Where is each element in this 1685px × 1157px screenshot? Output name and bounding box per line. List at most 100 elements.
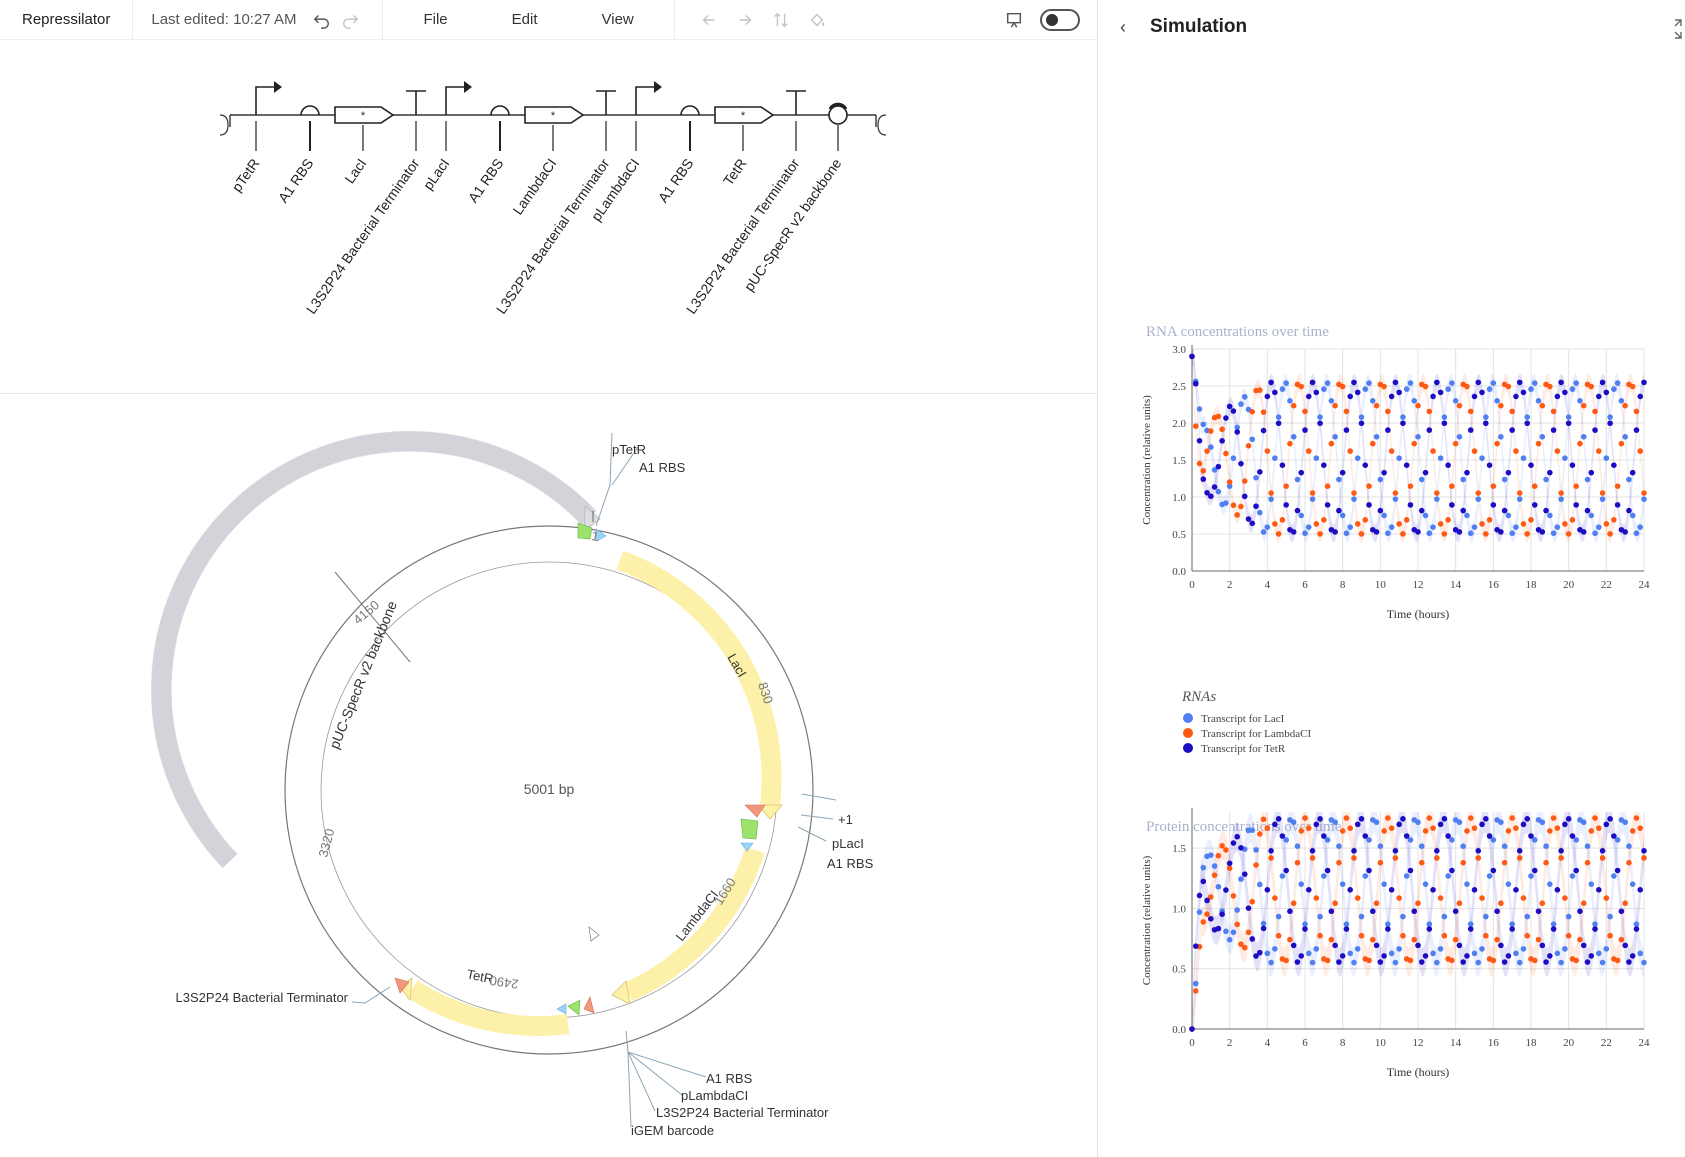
data-point	[1498, 529, 1504, 535]
legend-item-tetr[interactable]: Transcript for TetR	[1201, 743, 1286, 755]
tetr-feature[interactable]	[406, 980, 570, 1036]
a1-rbs-glyph[interactable]	[595, 528, 607, 542]
legend-swatch-laci[interactable]	[1183, 713, 1193, 723]
a1rbs-top-annotation[interactable]: A1 RBS	[639, 460, 686, 475]
design-part-promoter[interactable]: pLacI	[420, 81, 472, 193]
placi-annotation[interactable]: pLacI	[832, 836, 864, 851]
back-chevron-icon[interactable]: ‹	[1120, 16, 1126, 37]
data-point	[1366, 837, 1372, 843]
menu-edit[interactable]: Edit	[511, 11, 538, 28]
data-point	[1238, 876, 1244, 882]
expand-icon[interactable]	[1673, 18, 1685, 40]
data-point	[1321, 873, 1327, 879]
rbs-glyph	[490, 105, 510, 116]
design-part-terminator[interactable]: L3S2P24 Bacterial Terminator	[303, 90, 426, 317]
undo-icon[interactable]	[308, 6, 336, 34]
data-point	[1234, 424, 1240, 431]
legend-swatch-lambdaci[interactable]	[1183, 728, 1193, 738]
data-point	[1569, 462, 1576, 469]
data-point	[1223, 415, 1229, 421]
legend-item-lambdaci[interactable]: Transcript for LambdaCI	[1201, 728, 1312, 740]
design-part-rbs[interactable]: A1 RBS	[465, 105, 510, 206]
data-point	[1641, 379, 1647, 386]
paint-bucket-icon[interactable]	[803, 6, 831, 34]
lambdaci-stop-glyph[interactable]	[583, 996, 595, 1014]
plambdaci-annotation[interactable]: pLambdaCI	[681, 1088, 748, 1103]
ptetr-promoter-glyph[interactable]	[577, 522, 593, 540]
tetr-terminator-glyph[interactable]	[394, 977, 410, 994]
data-point	[1434, 379, 1440, 386]
lambdaci-terminator-glyph[interactable]	[588, 926, 600, 942]
flip-icon[interactable]	[767, 6, 795, 34]
menu-view[interactable]: View	[601, 11, 634, 28]
data-point	[1396, 521, 1402, 527]
data-point	[1565, 414, 1572, 420]
data-point	[1618, 440, 1625, 447]
design-tools	[675, 0, 851, 40]
data-point	[1366, 867, 1372, 874]
a1rbs-right-annotation[interactable]: A1 RBS	[827, 856, 874, 871]
placi-promoter-glyph[interactable]	[740, 818, 759, 840]
mode-toggle[interactable]	[1040, 9, 1080, 31]
plambdaci-promoter-glyph[interactable]	[567, 999, 581, 1016]
data-point	[1385, 921, 1391, 927]
a1-rbs-glyph-2[interactable]	[740, 842, 754, 852]
data-point	[1513, 524, 1519, 530]
data-point	[1373, 529, 1380, 535]
presentation-icon[interactable]	[1000, 6, 1028, 34]
design-part-cds[interactable]: * TetR	[714, 106, 775, 188]
arrow-left-icon[interactable]	[695, 6, 723, 34]
data-point	[1241, 493, 1248, 500]
backbone-feature[interactable]	[151, 431, 597, 868]
data-point	[1377, 859, 1384, 866]
data-point	[1565, 420, 1572, 427]
data-point	[1272, 895, 1278, 901]
data-point	[1241, 871, 1248, 877]
laci-terminator-glyph[interactable]	[744, 804, 766, 818]
redo-icon[interactable]	[336, 6, 364, 34]
data-point	[1618, 398, 1625, 404]
term-left-annotation[interactable]: L3S2P24 Bacterial Terminator	[176, 990, 349, 1005]
protein-chart-title: Protein concentrations over time	[1146, 819, 1342, 835]
a1rbs-bottom-annotation[interactable]: A1 RBS	[706, 1071, 753, 1086]
data-point	[1358, 913, 1365, 920]
data-point	[1253, 474, 1259, 481]
design-part-cds[interactable]: * LacI	[334, 106, 395, 186]
x-tick-label: 6	[1302, 1037, 1308, 1049]
simulation-title: Simulation	[1150, 16, 1248, 37]
project-title[interactable]: Repressilator	[22, 11, 111, 28]
menu-file[interactable]: File	[423, 11, 448, 28]
data-point	[1238, 460, 1244, 467]
legend-swatch-tetr[interactable]	[1183, 743, 1193, 753]
data-point	[1336, 859, 1342, 866]
data-point	[1309, 490, 1316, 496]
panel-divider[interactable]	[1097, 0, 1098, 1157]
laci-feature[interactable]	[616, 550, 782, 807]
a1-rbs-glyph-3[interactable]	[556, 1003, 567, 1015]
plasmid-map-pane[interactable]: 5001 bp	[0, 395, 1097, 1157]
promoter-arrow	[274, 81, 282, 93]
arrow-right-icon[interactable]	[731, 6, 759, 34]
data-point	[1607, 913, 1613, 920]
data-point	[1249, 520, 1256, 527]
legend-title: RNAs	[1181, 689, 1216, 705]
design-part-rbs[interactable]: A1 RBS	[275, 105, 320, 206]
x-tick-label: 2	[1227, 579, 1233, 591]
ptetr-annotation[interactable]: pTetR	[612, 442, 646, 457]
data-point	[1509, 815, 1515, 821]
design-part-origin[interactable]: pUC-SpecR v2 backbone	[741, 102, 848, 294]
data-point	[1403, 462, 1410, 469]
data-point	[1509, 530, 1515, 537]
design-part-rbs[interactable]: A1 RBS	[655, 105, 700, 206]
data-point	[1305, 524, 1312, 530]
project-title-section: Repressilator	[0, 0, 134, 40]
design-canvas[interactable]: pTetR A1 RBS * LacI L3S2P24 Bacterial Termin…	[0, 40, 1097, 394]
term-bottom-annotation[interactable]: L3S2P24 Bacterial Terminator	[656, 1105, 829, 1120]
data-point	[1366, 502, 1372, 508]
design-part-promoter[interactable]: pLambdaCI	[588, 81, 662, 224]
lambdaci-feature[interactable]	[623, 846, 765, 1002]
plus1-annotation[interactable]: +1	[838, 812, 853, 827]
design-part-promoter[interactable]: pTetR	[228, 81, 282, 195]
igem-annotation[interactable]: iGEM barcode	[631, 1123, 714, 1138]
legend-item-laci[interactable]: Transcript for LacI	[1201, 713, 1285, 725]
